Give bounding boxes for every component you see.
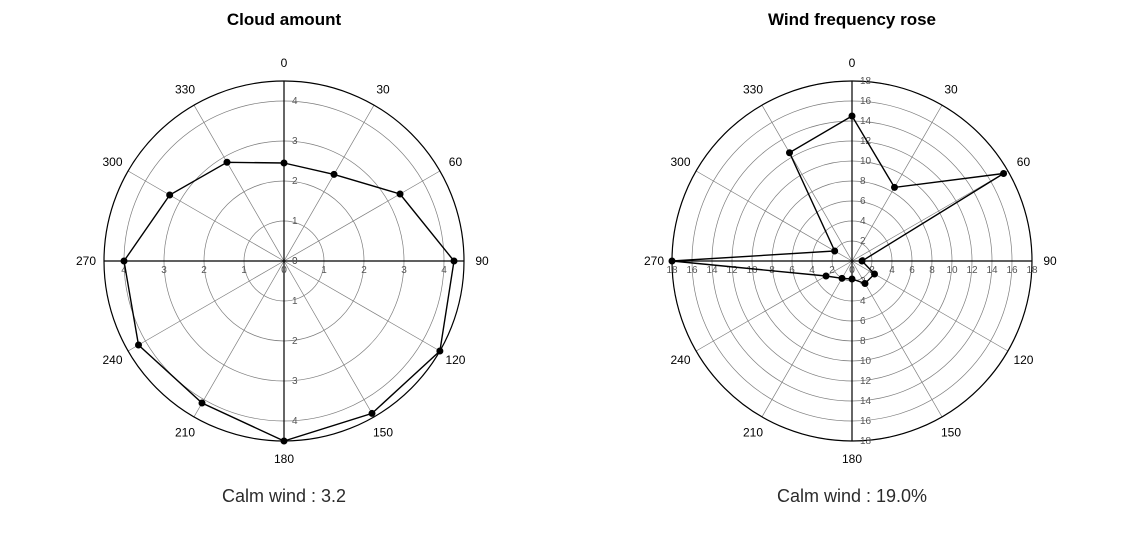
svg-text:30: 30 [944,83,958,97]
svg-text:180: 180 [842,452,862,466]
svg-text:3: 3 [292,376,298,387]
svg-text:210: 210 [743,425,763,439]
svg-text:120: 120 [1013,353,1033,367]
svg-text:10: 10 [860,356,872,367]
svg-text:330: 330 [743,83,763,97]
svg-text:0: 0 [281,265,287,276]
right-polar-chart: 0306090120150180210240270300330181614121… [622,36,1082,476]
left-panel: Cloud amount 030609012015018021024027030… [0,10,568,507]
svg-text:1: 1 [292,216,298,227]
svg-text:18: 18 [666,265,678,276]
svg-text:300: 300 [671,155,691,169]
svg-text:30: 30 [376,83,390,97]
svg-text:1: 1 [321,265,327,276]
svg-text:240: 240 [671,353,691,367]
left-caption: Calm wind : 3.2 [222,486,346,507]
svg-text:210: 210 [175,425,195,439]
left-title: Cloud amount [227,10,341,30]
svg-text:4: 4 [889,265,895,276]
svg-text:0: 0 [292,256,298,267]
svg-text:18: 18 [1026,265,1038,276]
svg-text:14: 14 [986,265,998,276]
right-caption: Calm wind : 19.0% [777,486,927,507]
svg-text:4: 4 [292,96,298,107]
svg-text:14: 14 [860,116,872,127]
svg-text:12: 12 [860,376,872,387]
svg-text:180: 180 [274,452,294,466]
svg-text:0: 0 [281,56,288,70]
svg-text:0: 0 [849,265,855,276]
svg-text:4: 4 [860,216,866,227]
svg-text:10: 10 [946,265,958,276]
svg-text:18: 18 [860,436,872,447]
svg-text:8: 8 [860,336,866,347]
svg-text:3: 3 [161,265,167,276]
svg-text:8: 8 [929,265,935,276]
svg-text:4: 4 [860,296,866,307]
svg-text:6: 6 [909,265,915,276]
svg-text:18: 18 [860,76,872,87]
svg-text:1: 1 [241,265,247,276]
svg-text:300: 300 [103,155,123,169]
svg-text:150: 150 [373,425,393,439]
svg-text:16: 16 [860,96,872,107]
right-title: Wind frequency rose [768,10,936,30]
svg-text:14: 14 [860,396,872,407]
svg-text:3: 3 [292,136,298,147]
svg-text:6: 6 [860,316,866,327]
svg-text:6: 6 [789,265,795,276]
svg-text:3: 3 [401,265,407,276]
figure-wrap: Cloud amount 030609012015018021024027030… [0,0,1136,548]
svg-text:12: 12 [966,265,978,276]
svg-text:10: 10 [860,156,872,167]
svg-text:330: 330 [175,83,195,97]
svg-text:2: 2 [361,265,367,276]
svg-text:4: 4 [441,265,447,276]
svg-text:8: 8 [860,176,866,187]
svg-text:1: 1 [292,296,298,307]
svg-text:16: 16 [686,265,698,276]
svg-text:14: 14 [706,265,718,276]
svg-text:60: 60 [449,155,463,169]
svg-text:16: 16 [860,416,872,427]
left-polar-chart: 0306090120150180210240270300330432100123… [54,36,514,476]
svg-text:2: 2 [860,236,866,247]
svg-text:270: 270 [76,254,96,268]
svg-text:150: 150 [941,425,961,439]
svg-text:0: 0 [849,56,856,70]
svg-text:2: 2 [201,265,207,276]
svg-text:90: 90 [1043,254,1057,268]
svg-text:16: 16 [1006,265,1018,276]
svg-text:2: 2 [829,265,835,276]
svg-text:240: 240 [103,353,123,367]
svg-text:2: 2 [292,176,298,187]
svg-text:120: 120 [445,353,465,367]
svg-text:90: 90 [475,254,489,268]
svg-text:6: 6 [860,196,866,207]
svg-text:4: 4 [292,416,298,427]
svg-text:270: 270 [644,254,664,268]
right-panel: Wind frequency rose 03060901201501802102… [568,10,1136,507]
svg-text:10: 10 [746,265,758,276]
svg-text:60: 60 [1017,155,1031,169]
svg-text:2: 2 [292,336,298,347]
